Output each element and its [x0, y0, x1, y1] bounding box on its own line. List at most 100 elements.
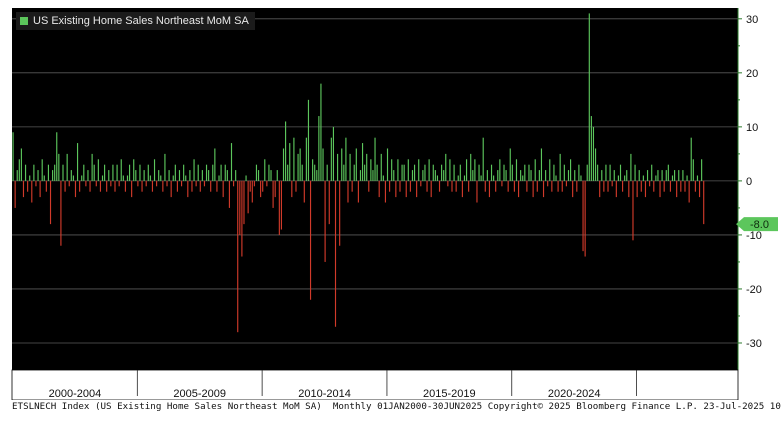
bar — [104, 164, 106, 181]
bar — [191, 180, 193, 192]
bar — [638, 170, 640, 181]
bar — [397, 159, 399, 181]
bar — [170, 180, 172, 198]
bar — [405, 180, 407, 198]
chart-svg: 30 20 10 0 -10 -20 -30 2000-2004 2005-2009 2010-… — [11, 8, 778, 400]
bar — [622, 180, 624, 192]
bar — [85, 180, 87, 187]
bar — [39, 180, 41, 198]
bar — [118, 180, 120, 187]
bar — [185, 175, 187, 181]
bar — [603, 180, 605, 192]
bar — [83, 164, 85, 181]
legend-label: US Existing Home Sales Northeast MoM SA — [33, 15, 249, 27]
bar — [590, 116, 592, 181]
bar — [168, 170, 170, 181]
y-tick-label: -20 — [746, 284, 762, 296]
bar — [401, 164, 403, 181]
bar — [690, 137, 692, 181]
bar — [559, 153, 561, 181]
bar — [316, 170, 318, 181]
bar — [112, 164, 114, 181]
bar — [314, 164, 316, 181]
bar — [12, 132, 14, 181]
bar — [597, 164, 599, 181]
y-tick-label: 10 — [746, 122, 758, 134]
bar — [93, 164, 95, 181]
bar — [482, 137, 484, 181]
bar — [661, 170, 663, 181]
bar — [617, 175, 619, 181]
bar — [220, 164, 222, 181]
bar — [224, 164, 226, 181]
bar — [287, 164, 289, 181]
axis-layer: 30 20 10 0 -10 -20 -30 — [737, 8, 762, 370]
bar — [324, 180, 326, 262]
bar — [70, 170, 72, 181]
bar — [416, 180, 418, 198]
bar — [594, 148, 597, 181]
bar — [45, 180, 47, 192]
bar — [599, 180, 601, 198]
bar — [27, 180, 29, 192]
bar — [347, 180, 349, 203]
bar — [214, 148, 216, 181]
bar — [615, 180, 617, 198]
bar — [441, 164, 443, 181]
bar — [341, 148, 343, 181]
bar — [540, 148, 543, 181]
bar — [309, 180, 312, 300]
bar — [243, 180, 245, 225]
bar — [226, 170, 228, 181]
bar — [449, 159, 451, 181]
bar — [557, 180, 559, 192]
bar — [74, 180, 77, 198]
bar — [382, 175, 384, 181]
bar — [376, 164, 378, 181]
bar — [486, 170, 488, 181]
bar — [507, 180, 509, 192]
bar — [64, 180, 66, 192]
bar — [320, 83, 322, 181]
bar — [183, 164, 185, 181]
bar — [488, 180, 491, 198]
bar — [187, 180, 189, 198]
bar — [131, 180, 133, 198]
bar — [580, 175, 582, 181]
bar — [264, 159, 266, 181]
bar — [567, 170, 570, 181]
bar — [247, 180, 249, 214]
bar — [282, 148, 285, 181]
bar — [497, 170, 499, 181]
bar — [326, 164, 328, 181]
bar — [411, 170, 414, 181]
bar — [255, 164, 258, 181]
bar — [526, 180, 528, 192]
bar — [47, 164, 50, 181]
period-label: 2020-2024 — [548, 388, 601, 400]
bar — [393, 170, 395, 181]
bar — [303, 180, 305, 203]
bar — [345, 137, 347, 181]
bar — [193, 159, 195, 181]
bar — [438, 180, 441, 192]
bar — [128, 164, 131, 181]
bar — [659, 180, 661, 198]
period-label: 2015-2019 — [423, 388, 476, 400]
bar — [357, 180, 359, 203]
bar — [528, 164, 530, 181]
bar — [384, 180, 387, 203]
bar — [684, 180, 686, 192]
bar — [137, 180, 139, 187]
bar — [586, 164, 588, 181]
bar — [201, 170, 203, 181]
bar — [399, 180, 401, 192]
bar — [139, 164, 141, 181]
bar — [663, 180, 665, 192]
bar — [235, 170, 237, 181]
bar — [520, 170, 522, 181]
bar — [403, 164, 405, 181]
bar — [380, 153, 382, 181]
bar — [640, 180, 642, 192]
